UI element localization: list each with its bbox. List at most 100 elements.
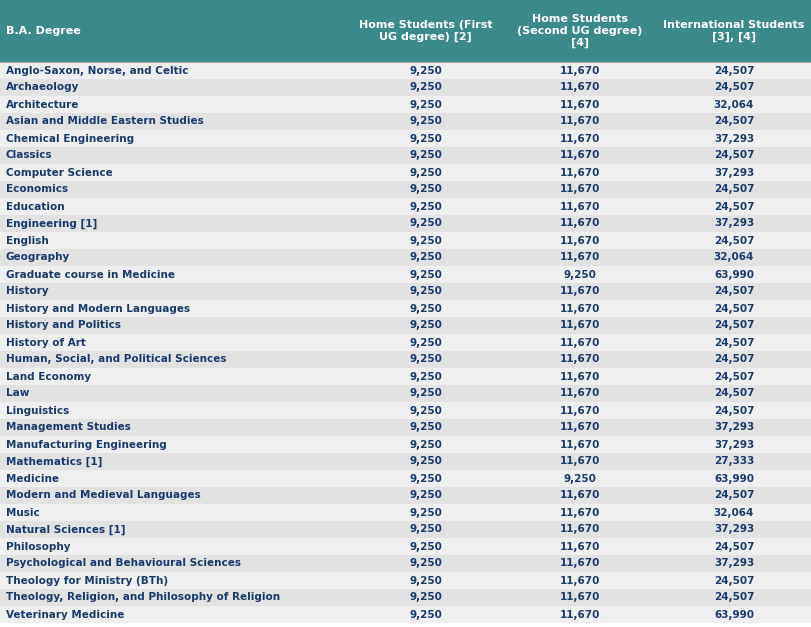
- Text: 37,293: 37,293: [714, 423, 754, 433]
- Text: 11,670: 11,670: [560, 389, 600, 399]
- Bar: [0, 0, 811, 62]
- Text: 9,250: 9,250: [410, 337, 442, 347]
- Bar: [0, 283, 811, 300]
- Text: 11,670: 11,670: [560, 117, 600, 127]
- Text: Modern and Medieval Languages: Modern and Medieval Languages: [6, 490, 201, 500]
- Text: 11,670: 11,670: [560, 167, 600, 177]
- Text: Classics: Classics: [6, 150, 53, 161]
- Text: 37,293: 37,293: [714, 559, 754, 569]
- Text: 24,507: 24,507: [714, 320, 754, 330]
- Text: 24,507: 24,507: [714, 303, 754, 314]
- Bar: [0, 232, 811, 249]
- Text: Human, Social, and Political Sciences: Human, Social, and Political Sciences: [6, 354, 226, 364]
- Text: Theology for Ministry (BTh): Theology for Ministry (BTh): [6, 576, 168, 586]
- Text: History of Art: History of Art: [6, 337, 86, 347]
- Bar: [0, 504, 811, 521]
- Text: Engineering [1]: Engineering [1]: [6, 218, 97, 229]
- Text: Psychological and Behavioural Sciences: Psychological and Behavioural Sciences: [6, 559, 241, 569]
- Text: 9,250: 9,250: [410, 542, 442, 552]
- Text: 11,670: 11,670: [560, 609, 600, 619]
- Bar: [0, 96, 811, 113]
- Text: 24,507: 24,507: [714, 576, 754, 586]
- Text: 32,064: 32,064: [714, 100, 754, 110]
- Bar: [0, 419, 811, 436]
- Text: 24,507: 24,507: [714, 593, 754, 603]
- Text: History and Modern Languages: History and Modern Languages: [6, 303, 190, 314]
- Text: Education: Education: [6, 201, 65, 211]
- Text: 11,670: 11,670: [560, 134, 600, 144]
- Text: Mathematics [1]: Mathematics [1]: [6, 456, 102, 466]
- Bar: [0, 62, 811, 79]
- Text: 37,293: 37,293: [714, 134, 754, 144]
- Text: 11,670: 11,670: [560, 406, 600, 416]
- Bar: [0, 470, 811, 487]
- Text: 9,250: 9,250: [410, 184, 442, 194]
- Text: 37,293: 37,293: [714, 525, 754, 534]
- Bar: [0, 317, 811, 334]
- Text: 9,250: 9,250: [410, 65, 442, 75]
- Text: 24,507: 24,507: [714, 287, 754, 297]
- Text: Law: Law: [6, 389, 29, 399]
- Text: 11,670: 11,670: [560, 440, 600, 450]
- Text: 9,250: 9,250: [410, 287, 442, 297]
- Text: 11,670: 11,670: [560, 150, 600, 161]
- Text: Natural Sciences [1]: Natural Sciences [1]: [6, 524, 126, 535]
- Text: 9,250: 9,250: [410, 201, 442, 211]
- Bar: [0, 266, 811, 283]
- Text: 9,250: 9,250: [410, 406, 442, 416]
- Text: 32,064: 32,064: [714, 507, 754, 517]
- Bar: [0, 453, 811, 470]
- Text: 9,250: 9,250: [410, 354, 442, 364]
- Text: Theology, Religion, and Philosophy of Religion: Theology, Religion, and Philosophy of Re…: [6, 593, 280, 603]
- Text: 11,670: 11,670: [560, 507, 600, 517]
- Bar: [0, 130, 811, 147]
- Text: 9,250: 9,250: [410, 473, 442, 483]
- Text: 24,507: 24,507: [714, 184, 754, 194]
- Text: 63,990: 63,990: [714, 473, 754, 483]
- Text: 9,250: 9,250: [410, 236, 442, 246]
- Text: 24,507: 24,507: [714, 65, 754, 75]
- Bar: [0, 215, 811, 232]
- Bar: [0, 164, 811, 181]
- Text: 24,507: 24,507: [714, 236, 754, 246]
- Text: Graduate course in Medicine: Graduate course in Medicine: [6, 270, 175, 280]
- Bar: [0, 606, 811, 623]
- Bar: [0, 198, 811, 215]
- Text: 11,670: 11,670: [560, 100, 600, 110]
- Text: 63,990: 63,990: [714, 609, 754, 619]
- Text: 11,670: 11,670: [560, 542, 600, 552]
- Text: Economics: Economics: [6, 184, 68, 194]
- Text: Music: Music: [6, 507, 40, 517]
- Text: 24,507: 24,507: [714, 354, 754, 364]
- Text: 9,250: 9,250: [410, 100, 442, 110]
- Text: 24,507: 24,507: [714, 150, 754, 161]
- Text: 11,670: 11,670: [560, 593, 600, 603]
- Text: Manufacturing Engineering: Manufacturing Engineering: [6, 440, 167, 450]
- Text: 11,670: 11,670: [560, 184, 600, 194]
- Text: 9,250: 9,250: [410, 456, 442, 466]
- Text: 9,250: 9,250: [410, 270, 442, 280]
- Bar: [0, 368, 811, 385]
- Text: 24,507: 24,507: [714, 83, 754, 93]
- Bar: [0, 436, 811, 453]
- Text: Asian and Middle Eastern Studies: Asian and Middle Eastern Studies: [6, 117, 204, 127]
- Bar: [0, 300, 811, 317]
- Text: History: History: [6, 287, 49, 297]
- Text: Veterinary Medicine: Veterinary Medicine: [6, 609, 124, 619]
- Text: Linguistics: Linguistics: [6, 406, 69, 416]
- Text: 9,250: 9,250: [410, 150, 442, 161]
- Text: 9,250: 9,250: [410, 218, 442, 228]
- Text: 9,250: 9,250: [410, 303, 442, 314]
- Text: Computer Science: Computer Science: [6, 167, 113, 177]
- Text: 63,990: 63,990: [714, 270, 754, 280]
- Text: 24,507: 24,507: [714, 542, 754, 552]
- Bar: [0, 555, 811, 572]
- Text: 11,670: 11,670: [560, 354, 600, 364]
- Text: B.A. Degree: B.A. Degree: [6, 26, 81, 36]
- Text: Architecture: Architecture: [6, 100, 79, 110]
- Text: 9,250: 9,250: [410, 593, 442, 603]
- Text: Medicine: Medicine: [6, 473, 59, 483]
- Text: 37,293: 37,293: [714, 167, 754, 177]
- Text: 24,507: 24,507: [714, 117, 754, 127]
- Bar: [0, 249, 811, 266]
